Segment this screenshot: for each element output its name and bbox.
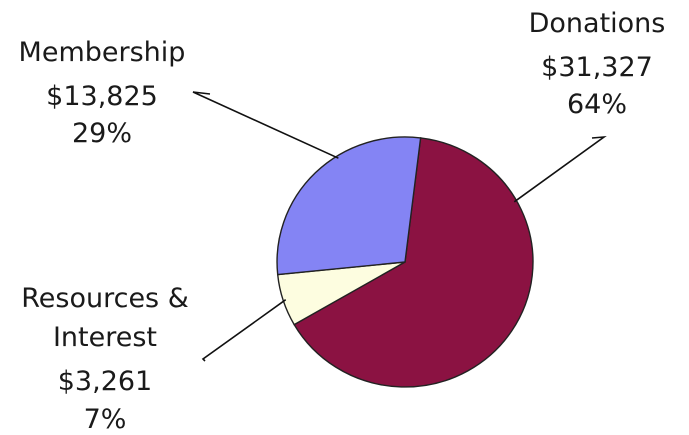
pie-slices xyxy=(276,136,534,388)
label-donations: Donations $31,327 64% xyxy=(529,8,666,120)
label-donations-percent: 64% xyxy=(567,89,627,120)
label-donations-value: $31,327 xyxy=(541,52,653,83)
label-membership-name: Membership xyxy=(19,37,186,68)
pie-slice-donations xyxy=(293,137,534,388)
pie-slice-membership xyxy=(276,136,422,276)
leader-line-resources-interest xyxy=(201,299,287,362)
label-resources-name-line2: Interest xyxy=(53,322,157,353)
label-membership: Membership $13,825 29% xyxy=(19,37,186,149)
leader-lines xyxy=(192,91,607,362)
label-resources-name-line1: Resources & xyxy=(21,283,189,314)
label-membership-value: $13,825 xyxy=(46,81,158,112)
label-donations-name: Donations xyxy=(529,8,666,39)
leader-line-donations xyxy=(513,135,607,203)
label-resources-percent: 7% xyxy=(84,404,127,435)
leader-line-membership xyxy=(192,91,339,159)
label-resources-interest: Resources & Interest $3,261 7% xyxy=(21,283,189,435)
label-membership-percent: 29% xyxy=(72,118,132,149)
label-resources-value: $3,261 xyxy=(58,366,152,397)
